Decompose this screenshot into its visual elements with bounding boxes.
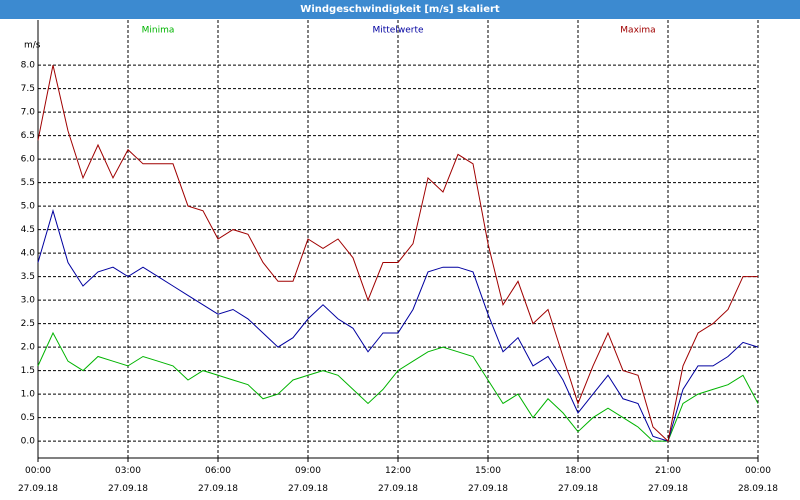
y-tick-label: 6.5 xyxy=(21,131,35,141)
y-tick-label: 7.5 xyxy=(21,84,35,94)
y-tick-label: 7.0 xyxy=(21,108,36,118)
legend-entry: Maxima xyxy=(620,26,655,36)
x-tick-label: 03:00 27.09.18 xyxy=(107,466,149,494)
y-tick-label: 1.0 xyxy=(21,390,36,400)
x-tick-label: 09:00 27.09.18 xyxy=(287,466,329,494)
x-tick-label: 00:00 27.09.18 xyxy=(17,466,59,494)
y-tick-label: 0.0 xyxy=(21,437,36,447)
x-tick-label: 15:00 27.09.18 xyxy=(467,466,509,494)
legend-entry: Minima xyxy=(142,26,175,36)
data-line xyxy=(37,331,759,442)
y-tick-label: 5.5 xyxy=(21,178,35,188)
data-line xyxy=(37,209,759,442)
y-tick-label: 4.0 xyxy=(21,249,36,259)
y-tick-label: 8.0 xyxy=(21,61,36,71)
x-tick-label: 18:00 27.09.18 xyxy=(557,466,599,494)
y-tick-label: 3.0 xyxy=(21,296,36,306)
data-line xyxy=(37,65,758,443)
y-tick-label: 1.5 xyxy=(21,366,35,376)
x-tick-label: 12:00 27.09.18 xyxy=(377,466,419,494)
x-tick-label: 21:00 27.09.18 xyxy=(647,466,689,494)
legend-entry: Mittelwerte xyxy=(372,26,423,36)
x-tick-label: 06:00 27.09.18 xyxy=(197,466,239,494)
y-tick-label: 3.5 xyxy=(21,272,35,282)
y-tick-label: 2.5 xyxy=(21,319,35,329)
y-tick-label: 0.5 xyxy=(21,413,35,423)
chart-title: Windgeschwindigkeit [m/s] skaliert xyxy=(0,0,800,19)
y-tick-label: 4.5 xyxy=(21,225,35,235)
y-tick-label: 2.0 xyxy=(21,343,36,353)
y-tick-label: 6.0 xyxy=(21,155,36,165)
x-tick-label: 00:00 28.09.18 xyxy=(737,466,779,494)
y-tick-label: 5.0 xyxy=(21,202,36,212)
y-axis-label: m/s xyxy=(24,41,41,51)
